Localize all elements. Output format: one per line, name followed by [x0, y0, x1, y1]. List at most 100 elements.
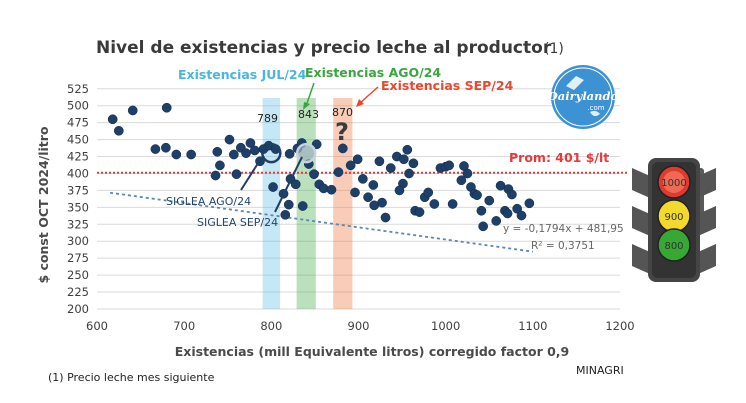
data-point: [447, 199, 458, 209]
data-point: [444, 160, 455, 171]
data-point: [380, 212, 391, 223]
x-tick-label: 800: [260, 319, 282, 333]
data-point: [229, 149, 239, 160]
data-point: [113, 125, 124, 136]
y-tick-label: 350: [67, 200, 89, 214]
band-value-sep: 870: [332, 106, 353, 119]
data-point: [345, 160, 356, 171]
logo-ring: [553, 67, 613, 127]
data-point: [368, 180, 379, 190]
footnote: (1) Precio leche mes siguiente: [48, 371, 215, 384]
band-0: [262, 98, 281, 309]
y-tick-label: 475: [67, 116, 89, 130]
traffic-light-top-value: 1000: [661, 178, 686, 189]
data-point: [414, 207, 425, 217]
arrow-sep: [359, 86, 379, 104]
data-points: [107, 102, 535, 232]
x-tick-label: 1000: [431, 319, 460, 333]
data-point: [484, 195, 495, 206]
data-point: [224, 134, 235, 145]
y-tick-label: 425: [67, 150, 89, 164]
traffic-light-visor-top-right: [698, 168, 716, 198]
band-value-jul: 789: [257, 112, 278, 125]
data-point: [309, 169, 319, 180]
x-tick-label: 900: [348, 319, 370, 333]
data-point: [491, 216, 502, 226]
regression-equation: y = -0,1794x + 481,95: [503, 223, 624, 235]
data-point: [374, 156, 385, 167]
band-label-jul: Existencias JUL/24: [178, 67, 307, 82]
y-tick-label: 400: [67, 166, 89, 180]
y-tick-label: 300: [67, 234, 89, 248]
y-tick-label: 525: [67, 82, 89, 96]
y-tick-label: 375: [67, 183, 89, 197]
data-point: [245, 138, 256, 148]
traffic-light-middle-value: 900: [664, 212, 683, 223]
siglea-sep-label: SIGLEA SEP/24: [197, 216, 278, 229]
x-tick-label: 700: [173, 319, 195, 333]
data-point: [297, 201, 308, 211]
data-point: [404, 168, 414, 179]
band-2: [333, 98, 353, 309]
y-tick-label: 200: [67, 302, 89, 316]
data-point: [507, 189, 517, 200]
y-axis-label: $ const OCT 2024/litro: [36, 126, 51, 283]
data-point: [502, 208, 513, 219]
y-tick-label: 500: [67, 99, 89, 113]
data-point: [284, 148, 295, 159]
dairylando-logo: Dairylando .com: [547, 65, 619, 129]
data-point: [231, 169, 242, 180]
traffic-light-icon: 1000 900 800: [632, 158, 716, 282]
arrow-head-sep: [356, 99, 364, 107]
data-point: [462, 168, 473, 179]
traffic-light-bottom-value: 800: [664, 241, 683, 252]
data-point: [210, 170, 221, 181]
data-point: [283, 199, 294, 210]
data-point: [171, 149, 182, 160]
x-tick-label: 600: [86, 319, 108, 333]
y-tick-label: 275: [67, 251, 89, 265]
highlight-ring-0: [261, 142, 282, 164]
data-point: [516, 210, 527, 221]
logo-drop-icon: [590, 110, 600, 117]
question-mark: ?: [335, 118, 349, 146]
arrow-ago: [305, 82, 315, 107]
data-point: [385, 163, 396, 173]
x-tick-label: 1200: [605, 319, 634, 333]
source: MINAGRI: [576, 364, 624, 377]
logo-suffix: .com: [587, 104, 604, 112]
data-point: [350, 187, 360, 198]
x-axis-label: Existencias (mill Equivalente litros) co…: [175, 344, 570, 359]
y-tick-label: 250: [67, 268, 89, 282]
data-point: [408, 158, 419, 169]
data-point: [249, 145, 260, 156]
x-axis-ticks: 600 700 800 900 1000 1100 1200: [86, 319, 635, 333]
traffic-light-visor-middle-right: [698, 206, 716, 236]
y-tick-label: 325: [67, 217, 89, 231]
data-point: [333, 167, 344, 177]
band-label-sep: Existencias SEP/24: [381, 78, 514, 93]
data-point: [186, 149, 196, 160]
data-point: [161, 102, 172, 113]
data-point: [127, 105, 138, 116]
chart-title: Nivel de existencias y precio leche al p…: [96, 38, 552, 58]
traffic-light-red-inner: [663, 171, 685, 193]
traffic-light-visor-bottom-right: [698, 244, 716, 274]
data-point: [478, 221, 488, 232]
data-point: [363, 192, 373, 203]
data-point: [326, 184, 337, 195]
data-point: [456, 175, 467, 186]
data-point: [161, 142, 171, 153]
data-point: [241, 148, 251, 158]
data-point: [369, 200, 380, 211]
y-axis-ticks: 200 225 250 275 300 325 350 375 400 425 450 475 500 5…: [67, 82, 89, 316]
traffic-light-visor-top: [632, 168, 650, 198]
x-tick-label: 1100: [518, 319, 547, 333]
trendline: [109, 191, 533, 253]
data-point: [150, 144, 161, 154]
data-point: [476, 205, 487, 216]
data-point: [268, 182, 278, 192]
data-point: [290, 179, 301, 190]
siglea-ago-label: SIGLEA AGO/24: [166, 195, 251, 208]
